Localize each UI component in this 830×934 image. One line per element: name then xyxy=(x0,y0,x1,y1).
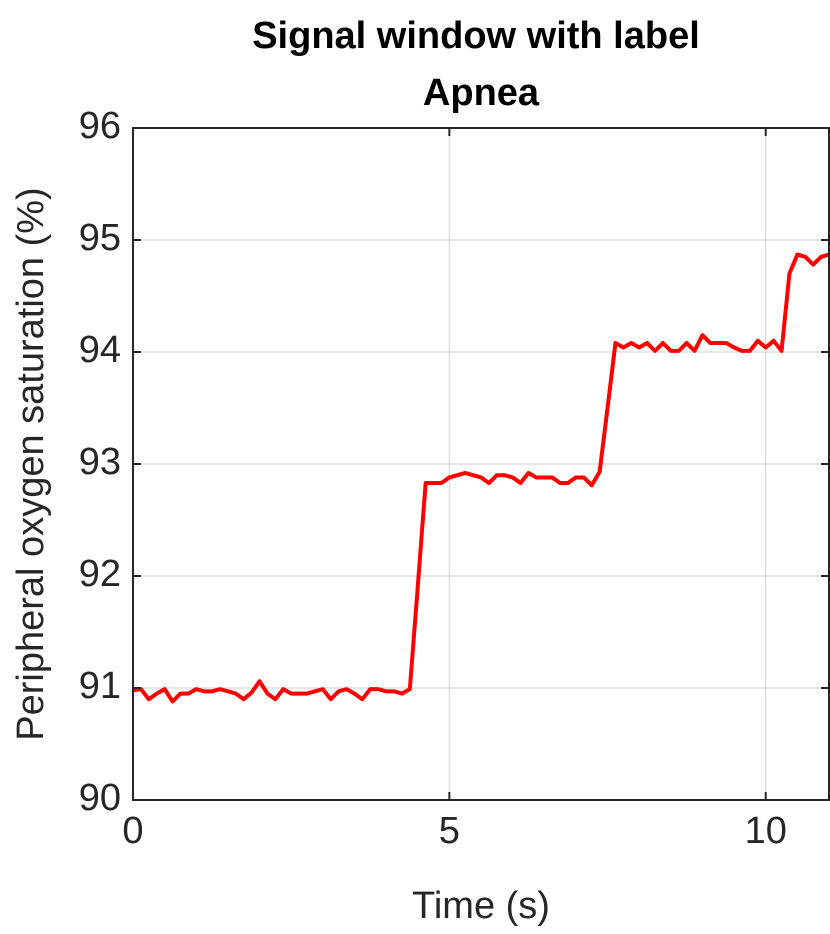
data-line xyxy=(133,252,829,704)
y-tick-label: 93 xyxy=(79,441,121,483)
x-tick-label: 10 xyxy=(745,810,787,852)
y-tick-label: 90 xyxy=(79,777,121,819)
x-axis-label: Time (s) xyxy=(412,885,550,927)
x-tick-label: 0 xyxy=(122,810,143,852)
y-tick-label: 94 xyxy=(79,329,121,371)
y-tick-label: 92 xyxy=(79,553,121,595)
chart-title: Apnea xyxy=(423,72,540,114)
y-tick-label: 91 xyxy=(79,665,121,707)
x-tick-label: 5 xyxy=(439,810,460,852)
y-tick-label: 95 xyxy=(79,217,121,259)
y-axis-label: Peripheral oxygen saturation (%) xyxy=(10,187,52,740)
y-tick-label: 96 xyxy=(79,105,121,147)
chart-title: Signal window with label xyxy=(252,15,700,57)
